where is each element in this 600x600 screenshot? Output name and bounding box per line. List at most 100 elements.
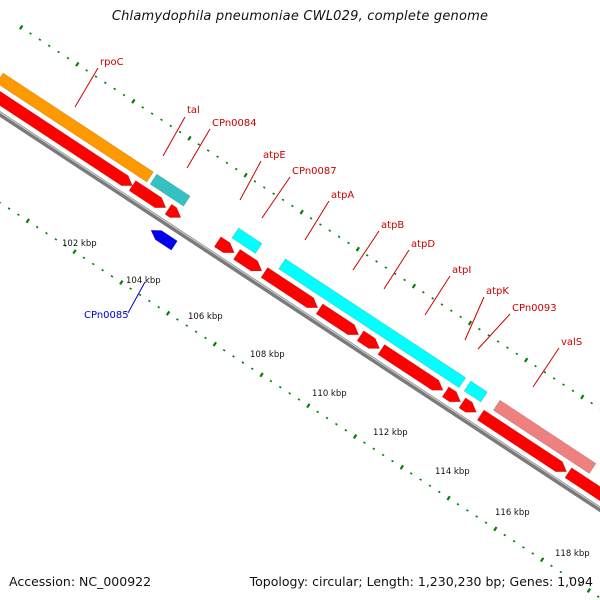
gene-label-CPn0093: CPn0093 <box>512 303 557 314</box>
scale-label-104-kbp: 104 kbp <box>126 276 161 286</box>
scale-label-118-kbp: 118 kbp <box>555 549 590 559</box>
inner-major-tick <box>352 434 358 439</box>
outer-minor-tick <box>178 130 182 134</box>
outer-minor-tick <box>403 278 406 282</box>
gene-label-CPn0084: CPn0084 <box>212 118 257 129</box>
atp-operon-gene-bar <box>278 258 467 389</box>
gene-label-atpD: atpD <box>411 239 435 250</box>
inner-minor-tick <box>344 429 348 432</box>
outer-major-tick <box>524 357 529 363</box>
atpA-cds-arrow <box>260 267 319 309</box>
inner-minor-tick <box>503 533 507 537</box>
outer-minor-tick <box>440 303 444 306</box>
gene-label-CPn0087: CPn0087 <box>292 166 337 177</box>
outer-minor-tick <box>347 241 350 245</box>
outer-minor-tick <box>506 346 509 349</box>
accession-text: Accession: NC_000922 <box>9 574 152 589</box>
outer-minor-tick <box>150 112 154 115</box>
inner-minor-tick <box>559 570 563 574</box>
inner-minor-tick <box>596 595 600 598</box>
leader-atpK <box>464 296 485 341</box>
backbone-line <box>0 111 600 513</box>
outer-minor-tick <box>169 124 173 128</box>
atpB-cds-arrow <box>315 303 360 336</box>
outer-minor-tick <box>459 315 463 319</box>
outer-minor-tick <box>328 229 332 232</box>
outer-minor-tick <box>449 309 453 312</box>
outer-minor-tick <box>384 266 388 269</box>
gene-label-tal: tal <box>187 105 200 116</box>
outer-minor-tick <box>552 377 556 380</box>
inner-major-tick <box>72 249 77 255</box>
atpI-cds-arrow <box>377 344 444 391</box>
inner-minor-tick <box>381 453 385 457</box>
outer-minor-tick <box>281 198 285 202</box>
CPn0093-cds-arrow <box>458 397 477 413</box>
outer-minor-tick <box>234 167 238 171</box>
inner-minor-tick <box>138 293 142 297</box>
outer-minor-tick <box>160 118 163 122</box>
gene-label-atpE: atpE <box>263 150 286 161</box>
inner-minor-tick <box>147 299 151 303</box>
scale-label-110-kbp: 110 kbp <box>312 389 347 399</box>
leader-CPn0084 <box>186 128 211 169</box>
inner-minor-tick <box>335 422 338 426</box>
atpD-cds-arrow <box>356 330 381 349</box>
outer-minor-tick <box>57 50 60 54</box>
inner-minor-tick <box>512 539 516 543</box>
inner-minor-tick <box>419 478 422 481</box>
inner-major-tick <box>493 526 498 532</box>
inner-major-tick <box>306 403 311 409</box>
inner-minor-tick <box>176 318 179 321</box>
inner-minor-tick <box>91 262 95 266</box>
outer-tick-track <box>18 24 600 410</box>
leader-CPn0085 <box>127 281 146 314</box>
outer-minor-tick <box>393 272 397 276</box>
outer-minor-tick <box>225 161 229 165</box>
feature-track <box>0 72 600 502</box>
inner-minor-tick <box>522 546 525 549</box>
outer-minor-tick <box>431 297 434 300</box>
outer-minor-tick <box>571 389 575 393</box>
outer-minor-tick <box>113 87 117 91</box>
outer-minor-tick <box>103 81 107 85</box>
inner-major-tick <box>165 310 171 316</box>
leader-atpI <box>424 275 451 316</box>
outer-minor-tick <box>216 155 219 158</box>
scale-label-116-kbp: 116 kbp <box>495 508 530 518</box>
inner-minor-tick <box>578 583 581 586</box>
valS-gene-bar <box>492 399 597 474</box>
topology-text: Topology: circular; Length: 1,230,230 bp… <box>249 574 593 589</box>
inner-minor-tick <box>456 502 460 506</box>
outer-minor-tick <box>543 371 547 374</box>
inner-major-tick <box>399 464 405 470</box>
atpE-gene-bar <box>231 227 263 254</box>
inner-tick-track <box>0 201 600 598</box>
inner-minor-tick <box>269 379 273 383</box>
inner-minor-tick <box>278 385 282 389</box>
outer-major-tick <box>243 172 248 178</box>
inner-minor-tick <box>63 244 67 247</box>
gene-label-atpA: atpA <box>331 190 354 201</box>
valS-cds-arrow <box>476 409 568 473</box>
outer-major-tick <box>580 394 585 400</box>
leader-rpoC <box>74 67 99 108</box>
inner-minor-tick <box>250 367 254 371</box>
outer-major-tick <box>75 61 80 67</box>
atpE-cds-arrow <box>213 236 235 254</box>
leader-atpD <box>383 249 410 290</box>
outer-minor-tick <box>197 143 201 146</box>
outer-minor-tick <box>515 352 519 356</box>
gene-labels: rpoC tal CPn0084 atpE CPn0087 atpA atpB atpD atp… <box>84 57 582 348</box>
inner-minor-tick <box>194 330 198 334</box>
genome-backbone <box>0 111 600 513</box>
gene-label-valS: valS <box>561 337 582 348</box>
backbone-highlight <box>0 111 600 509</box>
outer-minor-tick <box>309 217 313 220</box>
scale-labels: 102 kbp 104 kbp 106 kbp 108 kbp 110 kbp 112 k… <box>62 239 590 559</box>
leader-tal <box>162 116 186 157</box>
inner-minor-tick <box>45 231 48 235</box>
scale-label-102-kbp: 102 kbp <box>62 239 97 249</box>
rpoC-cds-arrow <box>0 90 133 187</box>
